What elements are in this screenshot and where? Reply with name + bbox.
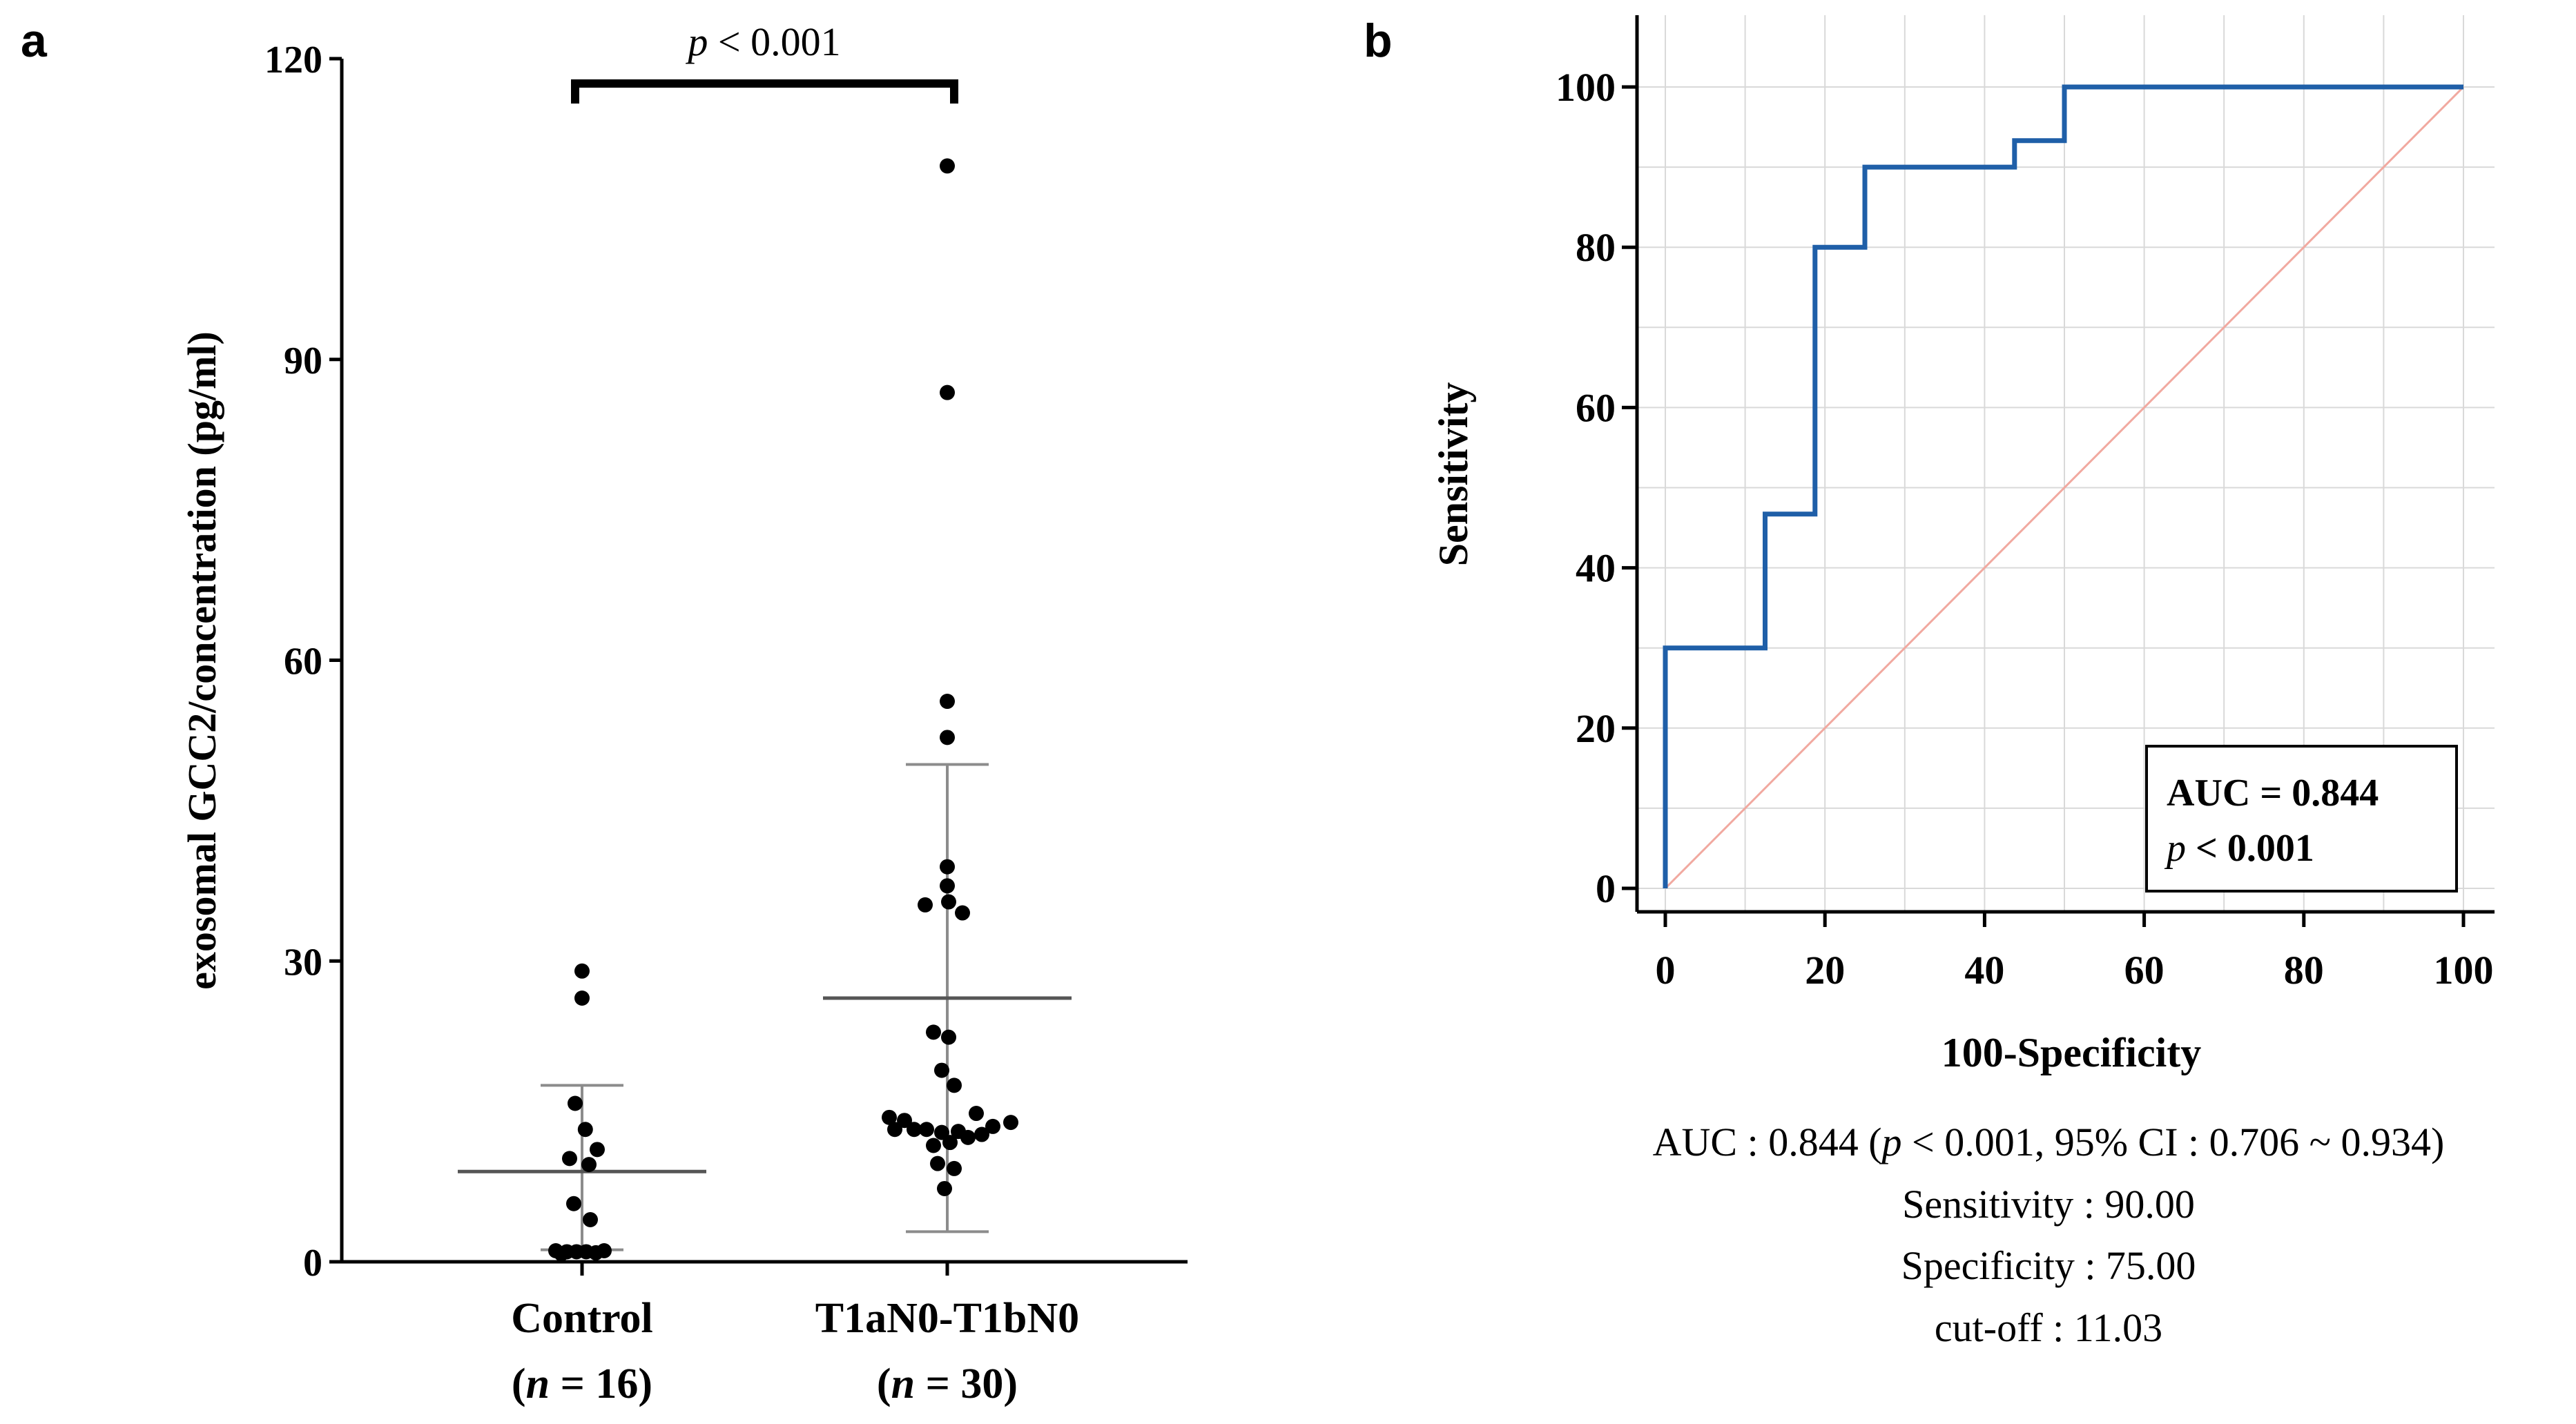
data-point — [941, 1029, 956, 1045]
summary-specificity: Specificity : 75.00 — [1901, 1243, 2196, 1288]
data-point — [969, 1106, 984, 1122]
panel-a-scatter-plot: a 0 30 60 90 120 exosomal GCC2/concentration… — [21, 14, 1188, 1407]
x-tick-label: 40 — [1964, 948, 2004, 993]
data-point — [942, 1135, 958, 1151]
roc-summary: AUC : 0.844 (p < 0.001, 95% CI : 0.706 ~… — [1653, 1120, 2445, 1350]
data-point — [940, 859, 955, 875]
auc-legend-box: AUC = 0.844 p < 0.001 — [2145, 745, 2458, 893]
category-n: (n = 30) — [877, 1360, 1018, 1407]
summary-cutoff: cut-off : 11.03 — [1935, 1305, 2162, 1350]
category-label-control: Control (n = 16) — [511, 1295, 653, 1407]
data-point — [930, 1155, 945, 1171]
data-point — [940, 878, 955, 894]
summary-auc: AUC : 0.844 (p < 0.001, 95% CI : 0.706 ~… — [1653, 1120, 2445, 1164]
data-point — [934, 1124, 949, 1140]
roc-curve-line — [1663, 84, 2463, 888]
data-point — [974, 1126, 989, 1142]
panel-b-x-axis-label: 100-Specificity — [1941, 1030, 2202, 1075]
data-point — [947, 1077, 962, 1093]
x-tick-label: 80 — [2284, 948, 2324, 993]
reference-diagonal-line — [1664, 86, 2465, 890]
data-point — [919, 1122, 934, 1138]
y-tick-label: 120 — [264, 39, 322, 81]
data-point — [887, 1122, 902, 1138]
category-name: T1aN0-T1bN0 — [815, 1295, 1079, 1342]
x-tick-label: 60 — [2124, 948, 2165, 993]
panel-a-x-ticks — [580, 1262, 949, 1276]
y-tick-label: 60 — [1576, 385, 1616, 430]
panel-a-label: a — [21, 14, 48, 67]
y-tick-label: 100 — [1556, 65, 1616, 110]
data-point — [1003, 1115, 1018, 1131]
panel-b-x-ticks: 0 20 40 60 80 100 — [1656, 912, 2494, 993]
significance-label: p < 0.001 — [685, 19, 840, 64]
x-tick-label: 20 — [1805, 948, 1845, 993]
panel-a-points — [548, 158, 1018, 1262]
data-point — [934, 1062, 949, 1078]
data-point — [940, 158, 955, 174]
data-point — [574, 990, 590, 1006]
data-point — [985, 1118, 1000, 1134]
panel-b-y-axis-label: Sensitivity — [1431, 382, 1476, 567]
y-tick-label: 60 — [284, 641, 322, 683]
x-tick-label: 100 — [2434, 948, 2494, 993]
data-point — [590, 1142, 605, 1158]
data-point — [554, 1246, 569, 1262]
data-point — [926, 1024, 941, 1040]
auc-legend-label: AUC = 0.844 — [2167, 772, 2379, 815]
data-point — [926, 1138, 941, 1153]
data-point — [562, 1151, 577, 1167]
data-point — [882, 1109, 897, 1125]
auc-legend-p: p < 0.001 — [2164, 827, 2314, 870]
panel-a-y-axis-label: exosomal GCC2/concentration (pg/ml) — [180, 331, 224, 990]
category-label-t1an0-t1bn0: T1aN0-T1bN0 (n = 30) — [815, 1295, 1079, 1407]
panel-b-label: b — [1364, 14, 1393, 67]
data-point — [574, 963, 590, 979]
significance-bracket: p < 0.001 — [571, 19, 958, 104]
data-point — [597, 1243, 612, 1259]
data-point — [918, 897, 933, 913]
data-point — [566, 1196, 581, 1211]
data-point — [937, 1180, 952, 1196]
data-point — [940, 694, 955, 710]
x-tick-label: 0 — [1656, 948, 1676, 993]
y-tick-label: 0 — [303, 1242, 322, 1285]
category-n-value: 16 — [595, 1360, 638, 1407]
category-n-value: 30 — [960, 1360, 1003, 1407]
data-point — [940, 384, 955, 400]
panel-a-error-bars — [458, 763, 1072, 1251]
data-point — [581, 1157, 597, 1173]
y-tick-label: 0 — [1596, 866, 1616, 911]
data-point — [568, 1095, 583, 1111]
y-tick-label: 20 — [1576, 706, 1616, 751]
data-point — [897, 1113, 912, 1129]
data-point — [960, 1129, 976, 1145]
y-tick-label: 80 — [1576, 225, 1616, 270]
data-point — [940, 730, 955, 745]
category-name: Control — [511, 1295, 653, 1342]
data-point — [941, 894, 956, 910]
panel-a-y-ticks: 0 30 60 90 120 — [264, 39, 342, 1285]
data-point — [907, 1122, 922, 1138]
panel-b-roc-curve: b 0 20 40 60 80 100 0 20 40 60 80 100 Sensitivity … — [1364, 14, 2495, 1350]
data-point — [577, 1122, 593, 1138]
category-n: (n = 16) — [512, 1360, 652, 1407]
data-point — [583, 1211, 598, 1227]
panel-b-y-ticks: 0 20 40 60 80 100 — [1556, 65, 1637, 911]
summary-sensitivity: Sensitivity : 90.00 — [1902, 1182, 2195, 1227]
y-tick-label: 90 — [284, 340, 322, 382]
y-tick-label: 30 — [284, 941, 322, 984]
y-tick-label: 40 — [1576, 546, 1616, 591]
data-point — [955, 905, 970, 921]
data-point — [947, 1160, 962, 1176]
